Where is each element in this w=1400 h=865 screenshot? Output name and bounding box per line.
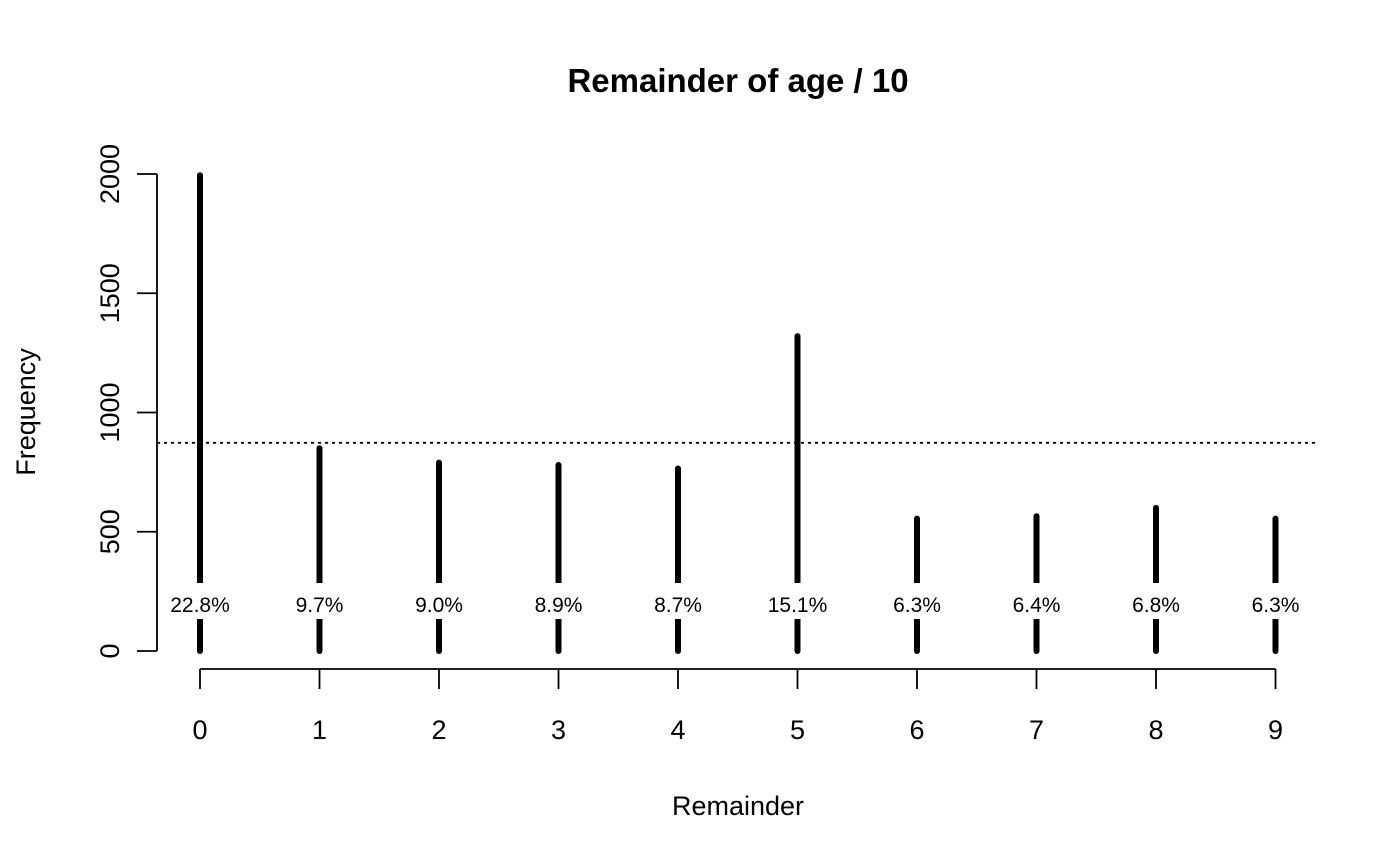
x-tick-label: 8 <box>1148 715 1163 745</box>
x-tick-label: 9 <box>1268 715 1283 745</box>
y-tick-label: 1000 <box>95 382 125 442</box>
percent-label: 9.0% <box>415 594 463 617</box>
percent-label: 9.7% <box>296 594 344 617</box>
percent-label-bg <box>1011 583 1062 619</box>
chart-title: Remainder of age / 10 <box>567 62 908 99</box>
y-axis-title: Frequency <box>11 348 41 476</box>
x-tick-label: 0 <box>192 715 207 745</box>
y-axis: 0 500 1000 1500 2000 <box>95 144 158 659</box>
percent-label: 8.9% <box>535 594 583 617</box>
percent-label-bg <box>766 583 829 619</box>
percent-label: 8.7% <box>654 594 702 617</box>
percent-label-bg <box>169 583 231 619</box>
percent-label-bg <box>533 583 584 619</box>
y-tick-label: 2000 <box>95 144 125 204</box>
x-tick-label: 4 <box>670 715 685 745</box>
y-tick-label: 0 <box>95 643 125 658</box>
percent-label: 22.8% <box>170 594 230 617</box>
percent-label-bg <box>1250 583 1301 619</box>
x-tick-label: 6 <box>909 715 924 745</box>
x-tick-label: 3 <box>551 715 566 745</box>
percent-label-bg <box>1131 583 1181 619</box>
x-tick-label: 5 <box>790 715 805 745</box>
x-tick-label: 2 <box>431 715 446 745</box>
percent-label: 6.3% <box>893 594 941 617</box>
x-tick-label: 1 <box>312 715 327 745</box>
percent-label: 6.8% <box>1132 594 1180 617</box>
bars <box>197 172 1279 654</box>
percent-label: 6.3% <box>1252 594 1300 617</box>
percent-label-bg <box>294 583 345 619</box>
percent-label: 6.4% <box>1013 594 1061 617</box>
percent-labels: 22.8% 9.7% 9.0% 8.9% 8.7% 15.1% 6.3% 6.4% 6.8% 6.… <box>169 583 1301 619</box>
percent-label: 15.1% <box>768 594 828 617</box>
y-tick-label: 500 <box>95 509 125 554</box>
x-axis: 0 1 2 3 4 5 6 7 8 9 <box>192 668 1283 745</box>
percent-label-bg <box>892 583 942 619</box>
percent-label-bg <box>653 583 703 619</box>
y-tick-label: 1500 <box>95 263 125 323</box>
x-axis-title: Remainder <box>672 791 804 821</box>
x-tick-label: 7 <box>1029 715 1044 745</box>
percent-label-bg <box>414 583 464 619</box>
